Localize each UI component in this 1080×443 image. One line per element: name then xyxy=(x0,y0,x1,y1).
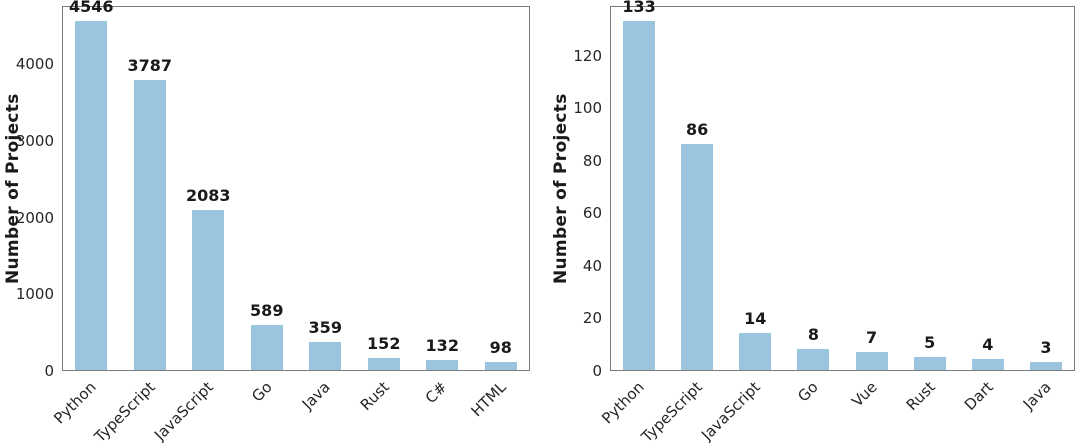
x-tick-label: Python xyxy=(50,378,100,428)
bar-rust xyxy=(367,358,400,370)
bar-java xyxy=(1029,362,1062,370)
bar-go xyxy=(250,324,283,370)
bar-rust xyxy=(913,356,946,370)
y-tick-label: 2000 xyxy=(15,208,54,227)
y-tick-label: 1000 xyxy=(15,285,54,304)
y-tick-label: 120 xyxy=(573,46,602,65)
y-tick-label: 60 xyxy=(582,204,602,223)
bar-value-label: 4546 xyxy=(68,0,114,17)
y-tick-label: 100 xyxy=(573,99,602,118)
y-tick-label: 3000 xyxy=(15,131,54,150)
bar-value-label: 3 xyxy=(1040,338,1052,358)
bar-value-label: 152 xyxy=(367,334,401,354)
bar-value-label: 98 xyxy=(489,338,512,358)
bar-value-label: 5 xyxy=(924,332,936,352)
bar-javascript xyxy=(192,210,225,370)
y-tick-label: 40 xyxy=(582,256,602,275)
bar-value-label: 7 xyxy=(865,327,878,347)
bar-value-label: 132 xyxy=(425,335,459,355)
y-tick-label: 0 xyxy=(44,362,54,380)
x-tick-label: Python xyxy=(598,378,648,428)
y-tick-label: 4000 xyxy=(15,55,54,74)
right-chart-plot-area xyxy=(610,6,1075,371)
bar-value-label: 589 xyxy=(250,300,284,320)
bar-python xyxy=(623,20,656,370)
bar-dart xyxy=(971,359,1004,370)
bar-javascript xyxy=(739,333,772,370)
bar-value-label: 2083 xyxy=(185,186,231,206)
y-tick-label: 20 xyxy=(582,309,602,328)
bar-vue xyxy=(855,351,888,370)
y-tick-label: 80 xyxy=(582,151,602,170)
bar-value-label: 4 xyxy=(982,335,994,355)
bar-value-label: 3787 xyxy=(127,55,173,75)
bar-value-label: 86 xyxy=(686,120,709,140)
bar-value-label: 133 xyxy=(622,0,656,16)
bar-java xyxy=(309,342,342,370)
bar-python xyxy=(75,21,108,370)
bar-value-label: 14 xyxy=(744,309,767,329)
bar-go xyxy=(797,348,830,370)
bar-html xyxy=(484,362,517,370)
bar-typescript xyxy=(133,79,166,370)
bar-value-label: 8 xyxy=(807,324,819,344)
bar-value-label: 359 xyxy=(308,318,342,338)
bar-c xyxy=(426,359,459,370)
y-tick-label: 0 xyxy=(592,362,602,380)
bar-typescript xyxy=(681,144,714,370)
